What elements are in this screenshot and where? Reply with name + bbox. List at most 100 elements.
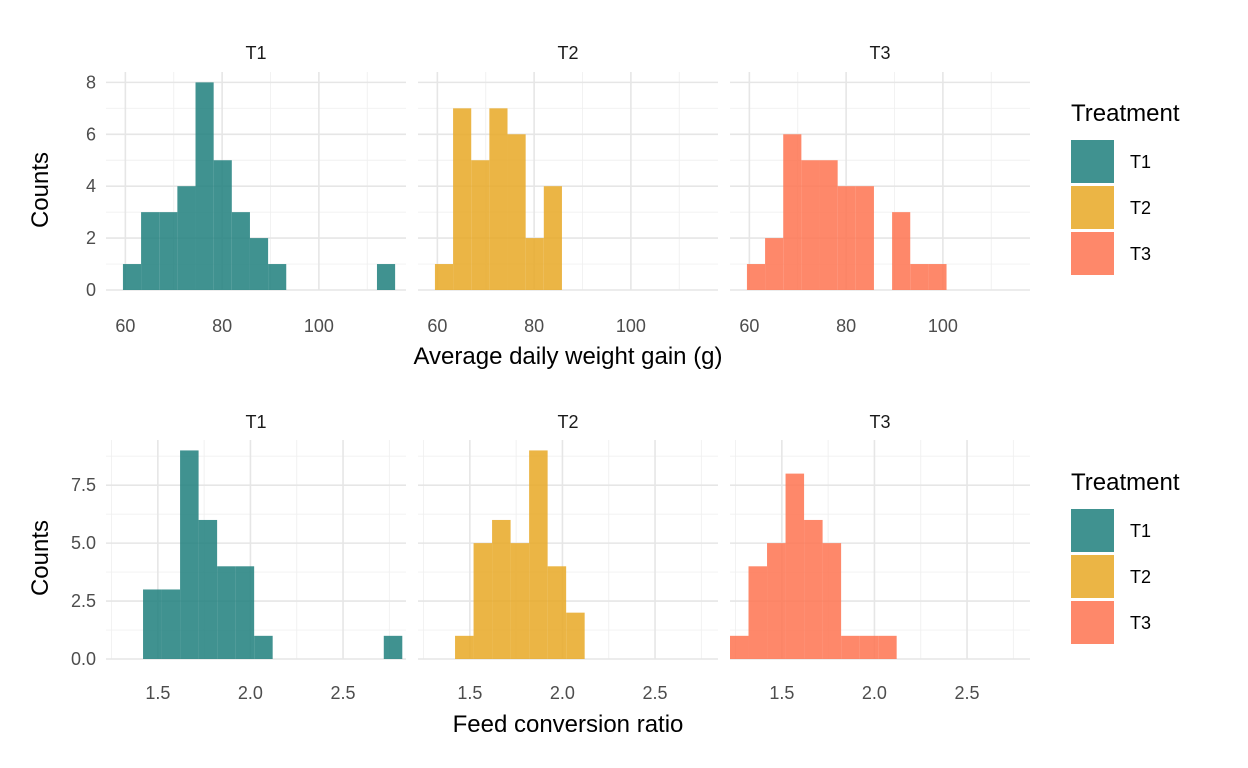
histogram-bar: [841, 635, 860, 659]
histogram-bar: [525, 238, 544, 290]
y-axis-title: Counts: [27, 152, 54, 228]
chart-2: T1 1.5 2.0 2.5 T2 1.5 2.0 2.5 T3 1.5 2.0 2.5 0.0 2.5 5…: [27, 412, 1180, 738]
histogram-bar: [543, 186, 562, 290]
legend-key-t3: [1071, 232, 1114, 275]
histogram-bar: [892, 212, 911, 290]
y-tick-label: 4: [86, 176, 96, 196]
x-tick-label: 1.5: [145, 683, 170, 703]
x-tick-label: 2.5: [643, 683, 668, 703]
panel-t3: T3 1.5 2.0 2.5: [730, 412, 1030, 703]
histogram-bar: [783, 134, 802, 290]
panel-t1: T1 60 80 100: [106, 43, 406, 336]
histogram-bar: [254, 635, 273, 659]
histogram-bar: [434, 264, 454, 290]
legend-key-t3: [1071, 601, 1114, 644]
histogram-bar: [141, 212, 160, 290]
histogram-bar: [122, 264, 142, 290]
legend-label-t3: T3: [1130, 613, 1151, 633]
legend: Treatment T1 T2 T3: [1071, 100, 1180, 275]
legend-key-t1: [1071, 140, 1114, 183]
y-tick-label: 6: [86, 124, 96, 144]
x-tick-label: 2.0: [862, 683, 887, 703]
histogram-bar: [177, 186, 196, 290]
histogram-bar: [819, 160, 838, 290]
histogram-bar: [746, 264, 766, 290]
histogram-bar: [765, 238, 784, 290]
x-axis-title: Feed conversion ratio: [453, 711, 684, 738]
histogram-bar: [547, 566, 567, 659]
x-tick-label: 2.5: [955, 683, 980, 703]
legend-label-t1: T1: [1130, 521, 1151, 541]
histogram-bar: [801, 160, 820, 290]
histogram-bar: [910, 264, 929, 290]
histogram-bar: [566, 612, 585, 659]
legend-key-t2: [1071, 555, 1114, 598]
legend-label-t2: T2: [1130, 198, 1151, 218]
x-axis-title: Average daily weight gain (g): [413, 343, 722, 370]
histogram-bar: [928, 264, 947, 290]
histogram-bar: [471, 160, 490, 290]
x-tick-label: 100: [928, 316, 958, 336]
histogram-bar: [878, 635, 897, 659]
legend: Treatment T1 T2 T3: [1071, 469, 1180, 644]
facet-strip-label: T3: [869, 43, 890, 63]
x-tick-label: 80: [836, 316, 856, 336]
facet-strip-label: T2: [557, 412, 578, 432]
histogram-bar: [383, 635, 403, 659]
histogram-bar: [143, 589, 162, 659]
histogram-bar: [180, 450, 199, 659]
histogram-bar: [492, 519, 511, 659]
histogram-bar: [268, 264, 287, 290]
panel-t3: T3 60 80 100: [730, 43, 1030, 336]
histogram-bar: [231, 212, 250, 290]
facet-strip-label: T3: [869, 412, 890, 432]
x-tick-label: 2.5: [331, 683, 356, 703]
panel-t1: T1 1.5 2.0 2.5: [106, 412, 406, 703]
legend-label-t3: T3: [1130, 244, 1151, 264]
x-tick-label: 1.5: [457, 683, 482, 703]
panel-t2: T2 60 80 100: [418, 43, 718, 336]
histogram-bar: [473, 543, 493, 659]
y-tick-label: 0: [86, 280, 96, 300]
facet-strip-label: T1: [245, 412, 266, 432]
faceted-histograms: T1 60 80 100 T2 60 80 100 T3 60 80 100 0 2 4 6 8 Average …: [27, 43, 1180, 738]
x-tick-label: 100: [616, 316, 646, 336]
histogram-bar: [195, 82, 214, 290]
histogram-bar: [804, 519, 823, 659]
histogram-bar: [249, 238, 269, 290]
histogram-bar: [198, 519, 218, 659]
facet-strip-label: T2: [557, 43, 578, 63]
legend-key-t1: [1071, 509, 1114, 552]
legend-key-t2: [1071, 186, 1114, 229]
histogram-bar: [235, 566, 255, 659]
y-tick-label: 8: [86, 72, 96, 92]
histogram-bar: [510, 543, 530, 659]
histogram-bar: [855, 186, 874, 290]
histogram-bar: [529, 450, 548, 659]
x-tick-label: 100: [304, 316, 334, 336]
histogram-bar: [859, 635, 879, 659]
histogram-bar: [376, 264, 396, 290]
legend-title: Treatment: [1071, 100, 1180, 127]
histogram-bar: [159, 212, 178, 290]
facet-strip-label: T1: [245, 43, 266, 63]
histogram-bar: [748, 566, 768, 659]
y-tick-label: 2.5: [71, 591, 96, 611]
y-tick-label: 2: [86, 228, 96, 248]
panel-t2: T2 1.5 2.0 2.5: [418, 412, 718, 703]
legend-label-t2: T2: [1130, 567, 1151, 587]
histogram-bar: [455, 635, 474, 659]
y-tick-label: 7.5: [71, 475, 96, 495]
chart-1: T1 60 80 100 T2 60 80 100 T3 60 80 100 0 2 4 6 8 Average …: [27, 43, 1180, 370]
histogram-bar: [213, 160, 232, 290]
histogram-bar: [837, 186, 856, 290]
y-axis-title: Counts: [27, 520, 54, 596]
x-tick-label: 80: [212, 316, 232, 336]
y-tick-label: 0.0: [71, 649, 96, 669]
histogram-bar: [489, 108, 508, 290]
histogram-bar: [785, 473, 805, 659]
histogram-bar: [453, 108, 472, 290]
legend-label-t1: T1: [1130, 152, 1151, 172]
x-tick-label: 2.0: [550, 683, 575, 703]
